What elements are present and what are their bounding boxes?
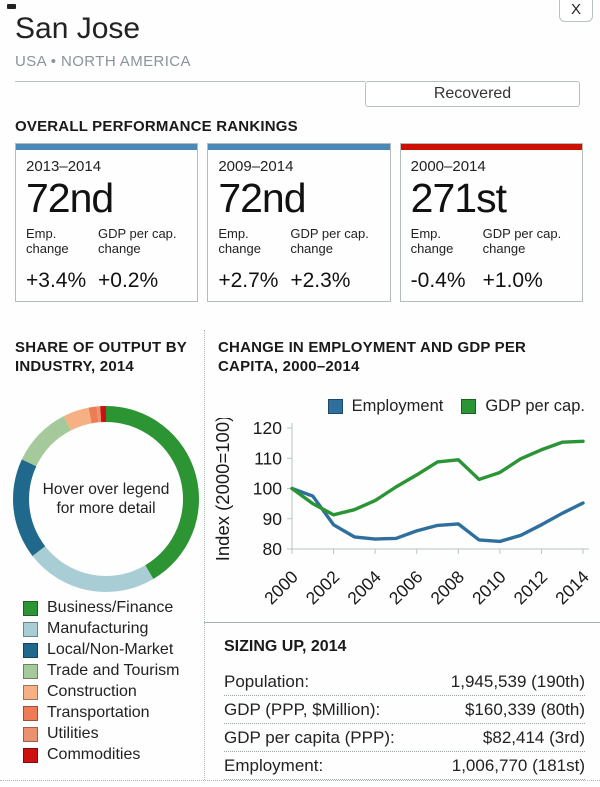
ranking-card: 2000–2014 271st Emp. change GDP per cap.… bbox=[399, 143, 583, 302]
card-top-bar bbox=[400, 144, 582, 150]
legend-item[interactable]: Utilities bbox=[23, 725, 180, 742]
page-title: San Jose bbox=[15, 12, 141, 45]
industry-section: SHARE OF OUTPUT BY INDUSTRY, 2014 Hover … bbox=[13, 338, 199, 763]
legend-item[interactable]: Business/Finance bbox=[23, 599, 180, 616]
table-row: GDP (PPP, $Million): $160,339 (80th) bbox=[224, 696, 585, 724]
header: San Jose USA • NORTH AMERICA bbox=[15, 12, 191, 70]
donut-center-hint: Hover over legend for more detail bbox=[42, 481, 170, 517]
legend-swatch-icon bbox=[23, 726, 38, 742]
svg-text:2014: 2014 bbox=[551, 567, 593, 609]
svg-text:2000: 2000 bbox=[260, 567, 302, 609]
line-chart-legend: Employment GDP per cap. bbox=[327, 397, 585, 419]
gdp-change-value: +2.3% bbox=[290, 269, 351, 292]
emp-change-label: Emp. change bbox=[410, 226, 454, 256]
legend-swatch-icon bbox=[23, 705, 38, 721]
header-divider bbox=[15, 81, 365, 82]
sizing-section-title: SIZING UP, 2014 bbox=[224, 638, 347, 655]
rankings-section-title: OVERALL PERFORMANCE RANKINGS bbox=[15, 118, 298, 135]
ranking-card: 2009–2014 72nd Emp. change GDP per cap. … bbox=[207, 143, 391, 302]
donut-chart-svg bbox=[13, 406, 199, 592]
svg-text:2010: 2010 bbox=[468, 567, 510, 609]
emp-change-value: +2.7% bbox=[218, 269, 279, 292]
ranking-cards-row: 2013–2014 72nd Emp. change GDP per cap. … bbox=[15, 143, 583, 302]
legend-item[interactable]: Local/Non-Market bbox=[23, 641, 180, 658]
close-button[interactable]: X bbox=[559, 0, 593, 22]
legend-item[interactable]: Manufacturing bbox=[23, 620, 180, 637]
status-badge: Recovered bbox=[433, 85, 512, 102]
row-value: $82,414 (3rd) bbox=[482, 727, 585, 747]
svg-text:90: 90 bbox=[263, 509, 283, 529]
row-label: Population: bbox=[224, 671, 310, 691]
legend-swatch-icon bbox=[23, 642, 38, 658]
legend-swatch-icon bbox=[461, 398, 477, 414]
recovery-status-button[interactable]: Recovered bbox=[365, 81, 580, 107]
table-row: GDP per capita (PPP): $82,414 (3rd) bbox=[224, 724, 585, 752]
gdp-change-label: GDP per cap. change bbox=[290, 226, 369, 256]
svg-text:80: 80 bbox=[263, 539, 283, 559]
sizing-divider bbox=[204, 622, 600, 623]
svg-text:2004: 2004 bbox=[343, 567, 385, 609]
status-row: Recovered bbox=[15, 81, 580, 107]
table-row: Employment: 1,006,770 (181st) bbox=[224, 752, 585, 780]
card-period: 2009–2014 bbox=[218, 158, 294, 175]
vertical-section-divider bbox=[204, 330, 205, 780]
employment-gdp-section: CHANGE IN EMPLOYMENT AND GDP PER CAPITA,… bbox=[204, 338, 600, 780]
svg-text:100: 100 bbox=[253, 479, 282, 499]
sizing-table: Population: 1,945,539 (190th) GDP (PPP, … bbox=[224, 668, 585, 780]
card-top-bar bbox=[208, 144, 390, 150]
card-period: 2000–2014 bbox=[410, 158, 486, 175]
close-icon: X bbox=[570, 1, 581, 18]
legend-swatch-icon bbox=[327, 398, 343, 414]
region-subtitle: USA • NORTH AMERICA bbox=[15, 53, 191, 70]
card-rank: 271st bbox=[410, 175, 507, 221]
industry-donut-chart: Hover over legend for more detail bbox=[11, 404, 201, 594]
table-row: Population: 1,945,539 (190th) bbox=[224, 668, 585, 696]
card-rank: 72nd bbox=[26, 175, 114, 221]
card-period: 2013–2014 bbox=[26, 158, 102, 175]
legend-item[interactable]: GDP per cap. bbox=[461, 397, 585, 415]
legend-item[interactable]: Trade and Tourism bbox=[23, 662, 180, 679]
industry-section-title: SHARE OF OUTPUT BY INDUSTRY, 2014 bbox=[15, 339, 187, 375]
svg-text:Index (2000=100): Index (2000=100) bbox=[212, 418, 233, 561]
gdp-change-value: +1.0% bbox=[482, 269, 543, 292]
row-value: 1,945,539 (190th) bbox=[450, 671, 585, 691]
svg-text:2012: 2012 bbox=[510, 567, 552, 609]
svg-text:120: 120 bbox=[253, 418, 282, 438]
screenshot-artifact-mark bbox=[7, 4, 16, 9]
card-rank: 72nd bbox=[218, 175, 306, 221]
legend-swatch-icon bbox=[23, 684, 38, 700]
gdp-change-label: GDP per cap. change bbox=[482, 226, 562, 256]
svg-text:2002: 2002 bbox=[302, 567, 344, 609]
emp-change-value: +3.4% bbox=[26, 269, 87, 292]
emp-change-value: -0.4% bbox=[410, 269, 466, 292]
legend-swatch-icon bbox=[23, 663, 38, 679]
row-value: 1,006,770 (181st) bbox=[451, 755, 585, 775]
industry-legend: Business/Finance Manufacturing Local/Non… bbox=[23, 599, 180, 768]
legend-swatch-icon bbox=[23, 600, 38, 616]
card-top-bar bbox=[16, 144, 198, 150]
bottom-divider bbox=[0, 780, 600, 781]
legend-item[interactable]: Transportation bbox=[23, 704, 180, 721]
row-label: GDP per capita (PPP): bbox=[224, 727, 395, 747]
gdp-change-label: GDP per cap. change bbox=[98, 226, 177, 256]
legend-swatch-icon bbox=[23, 621, 38, 637]
svg-text:2008: 2008 bbox=[426, 567, 468, 609]
svg-text:110: 110 bbox=[254, 448, 282, 468]
legend-item[interactable]: Construction bbox=[23, 683, 180, 700]
row-value: $160,339 (80th) bbox=[464, 699, 585, 719]
emp-change-label: Emp. change bbox=[26, 226, 69, 256]
row-label: GDP (PPP, $Million): bbox=[224, 699, 381, 719]
emp-change-label: Emp. change bbox=[218, 226, 261, 256]
legend-item[interactable]: Commodities bbox=[23, 746, 180, 763]
employment-chart-title: CHANGE IN EMPLOYMENT AND GDP PER CAPITA,… bbox=[218, 339, 527, 375]
svg-text:2006: 2006 bbox=[385, 567, 427, 609]
legend-swatch-icon bbox=[23, 747, 38, 763]
legend-item[interactable]: Employment bbox=[327, 397, 443, 415]
gdp-change-value: +0.2% bbox=[98, 269, 159, 292]
ranking-card: 2013–2014 72nd Emp. change GDP per cap. … bbox=[15, 143, 199, 302]
row-label: Employment: bbox=[224, 755, 324, 775]
